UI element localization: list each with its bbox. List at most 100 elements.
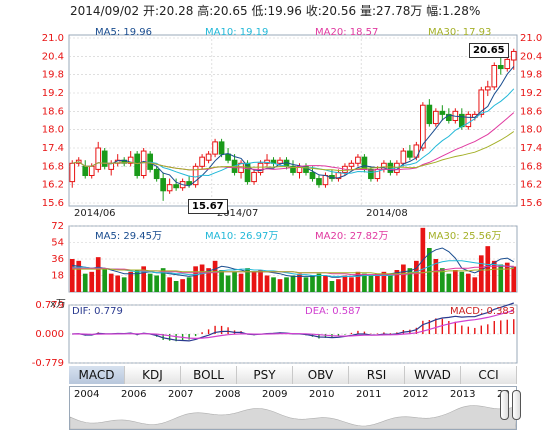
price-tick-left: 18.0 — [42, 125, 64, 136]
volume-label: 量: — [359, 4, 376, 18]
candle-body — [218, 141, 225, 155]
timeline-sparkline — [70, 405, 516, 429]
price-ma20-label: MA20: 18.57 — [315, 27, 379, 38]
volume-bar — [491, 260, 497, 292]
volume-bar — [394, 270, 400, 292]
volume-bar — [388, 275, 393, 292]
candle-body — [199, 156, 205, 167]
timeline-year: 2007 — [168, 389, 194, 400]
volume-bar — [465, 273, 471, 292]
volume-bar — [167, 277, 172, 292]
stock-chart[interactable]: 21.0 21.0 20.4 20.4 19.8 19.8 19.2 19.2 18.6 18.6… — [0, 0, 543, 366]
volume-bar — [297, 273, 302, 292]
volume-bar — [407, 268, 413, 292]
candle-body — [400, 150, 407, 164]
volume-bar — [121, 277, 127, 292]
tab-rsi[interactable]: RSI — [349, 366, 405, 384]
macd-tick: -0.779 — [32, 358, 64, 366]
volume-bar — [375, 273, 380, 292]
macd-tick: 0.000 — [35, 329, 64, 340]
volume-bar — [511, 266, 517, 292]
volume-bar — [414, 260, 419, 292]
candle-body — [257, 162, 264, 173]
close-label: 收: — [305, 4, 322, 18]
price-ma30-line — [72, 131, 515, 172]
price-tick-right: 20.4 — [520, 51, 542, 62]
price-tick-left: 15.6 — [42, 198, 64, 209]
volume-bar — [206, 268, 211, 292]
volume-bar — [349, 277, 354, 292]
tab-psy[interactable]: PSY — [237, 366, 293, 384]
dif-label: DIF: 0.779 — [72, 306, 123, 317]
volume-bar — [329, 281, 335, 292]
volume-bar — [173, 281, 179, 292]
month-label: 2014/06 — [74, 208, 116, 219]
dea-line — [72, 309, 514, 340]
close-value: 20.56 — [321, 4, 357, 18]
price-tick-left: 19.8 — [42, 70, 64, 81]
volume-ma30-label: MA30: 25.56万 — [428, 231, 502, 242]
volume-ma5_vol-line — [72, 247, 515, 278]
candle-body — [166, 184, 173, 192]
volume-bar — [102, 268, 108, 292]
candle-body — [420, 104, 426, 149]
volume-bar — [452, 270, 458, 292]
timeline-right-handle[interactable] — [512, 390, 521, 420]
candle-body — [277, 159, 283, 164]
tab-wvad[interactable]: WVAD — [405, 366, 461, 384]
candle-body — [445, 113, 452, 121]
timeline-left-handle[interactable] — [500, 390, 509, 420]
indicator-tabs: MACD KDJ BOLL PSY OBV RSI WVAD CCI — [69, 366, 517, 384]
candle-body — [88, 165, 95, 176]
tab-obv[interactable]: OBV — [293, 366, 349, 384]
tab-boll[interactable]: BOLL — [181, 366, 237, 384]
volume-bar — [238, 273, 244, 292]
candle-body — [134, 153, 141, 177]
volume-bar — [180, 279, 185, 292]
candle-body — [510, 50, 517, 61]
candle-body — [127, 156, 134, 164]
volume-bar — [258, 270, 263, 292]
high-value: 20.65 — [213, 4, 248, 18]
volume-bar — [251, 271, 257, 292]
candle-body — [368, 168, 374, 180]
volume-tick: 18 — [51, 271, 64, 282]
volume-bar — [381, 271, 387, 292]
high-label: 高: — [197, 4, 214, 18]
price-tick-right: 15.6 — [520, 198, 542, 209]
quote-date: 2014/09/02 — [70, 4, 140, 18]
volume-bar — [427, 248, 432, 292]
candle-body — [309, 171, 316, 180]
volume-bar — [115, 275, 121, 292]
volume-bar — [485, 246, 491, 292]
high-callout: 20.65 — [469, 43, 509, 58]
volume-bar — [193, 266, 198, 292]
tab-cci[interactable]: CCI — [461, 366, 517, 384]
tab-kdj[interactable]: KDJ — [125, 366, 181, 384]
candle-body — [504, 58, 511, 70]
open-label: 开: — [143, 4, 160, 18]
volume-bar — [108, 273, 114, 292]
candle-body — [348, 162, 355, 167]
dif-line — [72, 302, 514, 342]
volume-ma10-label: MA10: 26.97万 — [205, 231, 279, 242]
price-tick-right: 18.6 — [520, 106, 542, 117]
candle-body — [322, 175, 329, 186]
volume-bar — [264, 275, 270, 292]
tab-macd[interactable]: MACD — [69, 366, 125, 384]
macd-tick: 0.779 — [35, 300, 64, 311]
axis-labels: 21.0 21.0 20.4 20.4 19.8 19.8 19.2 19.2 18.6 18.6… — [32, 33, 543, 366]
volume-bar — [147, 273, 153, 292]
volume-bar — [212, 260, 218, 292]
volume-bar — [290, 275, 296, 292]
price-tick-right: 17.4 — [520, 143, 542, 154]
price-tick-left: 18.6 — [42, 106, 64, 117]
candle-body — [433, 110, 439, 125]
timeline-navigator[interactable]: 20042006200720082009201020112012201320 — [69, 386, 517, 430]
price-tick-left: 19.2 — [42, 88, 64, 99]
candle-body — [101, 150, 108, 167]
price-tick-left: 17.4 — [42, 143, 64, 154]
volume-bar — [199, 264, 205, 292]
candle-body — [290, 165, 296, 173]
volume-bar — [310, 275, 315, 292]
